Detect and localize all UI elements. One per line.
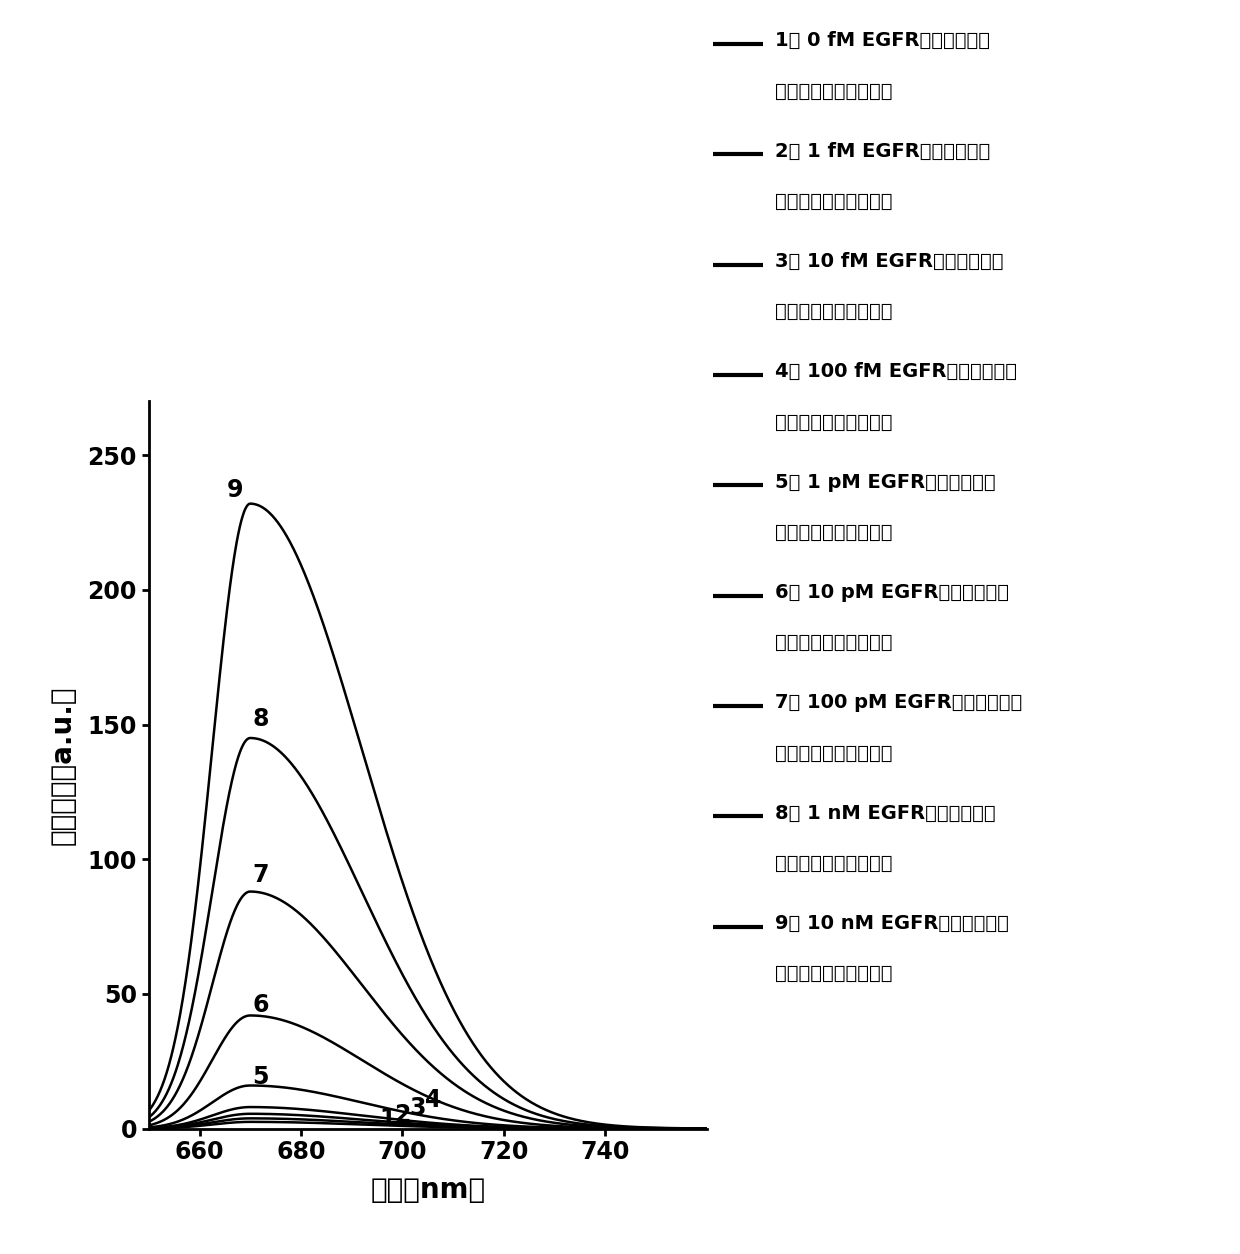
Text: 滚环扩增产物荧光检测: 滚环扩增产物荧光检测 (775, 744, 893, 762)
Text: 滚环扩增产物荧光检测: 滚环扩增产物荧光检测 (775, 523, 893, 542)
Text: 7: 7 (252, 864, 269, 888)
Text: 滚环扩增产物荧光检测: 滚环扩增产物荧光检测 (775, 82, 893, 100)
Text: 3: 3 (409, 1096, 425, 1120)
Text: 6： 10 pM EGFR缺失突变基因: 6： 10 pM EGFR缺失突变基因 (775, 583, 1009, 602)
Text: 5: 5 (252, 1066, 269, 1090)
Text: 7： 100 pM EGFR缺失突变基因: 7： 100 pM EGFR缺失突变基因 (775, 693, 1022, 712)
X-axis label: 波长（nm）: 波长（nm） (371, 1175, 485, 1204)
Text: 2： 1 fM EGFR缺失突变基因: 2： 1 fM EGFR缺失突变基因 (775, 142, 991, 161)
Text: 1: 1 (379, 1107, 396, 1131)
Text: 6: 6 (252, 993, 269, 1017)
Text: 滚环扩增产物荧光检测: 滚环扩增产物荧光检测 (775, 633, 893, 652)
Text: 滚环扩增产物荧光检测: 滚环扩增产物荧光检测 (775, 854, 893, 873)
Text: 9: 9 (227, 478, 243, 502)
Text: 滚环扩增产物荧光检测: 滚环扩增产物荧光检测 (775, 413, 893, 431)
Text: 3： 10 fM EGFR缺失突变基因: 3： 10 fM EGFR缺失突变基因 (775, 252, 1003, 271)
Text: 8： 1 nM EGFR缺失突变基因: 8： 1 nM EGFR缺失突变基因 (775, 804, 996, 823)
Text: 滚环扩增产物荧光检测: 滚环扩增产物荧光检测 (775, 302, 893, 321)
Text: 4: 4 (424, 1088, 441, 1112)
Text: 滚环扩增产物荧光检测: 滚环扩增产物荧光检测 (775, 964, 893, 983)
Text: 8: 8 (252, 707, 269, 731)
Text: 滚环扩增产物荧光检测: 滚环扩增产物荧光检测 (775, 192, 893, 211)
Text: 2: 2 (394, 1102, 410, 1126)
Text: 4： 100 fM EGFR缺失突变基因: 4： 100 fM EGFR缺失突变基因 (775, 362, 1017, 381)
Text: 5： 1 pM EGFR缺失突变基因: 5： 1 pM EGFR缺失突变基因 (775, 473, 996, 492)
Text: 9： 10 nM EGFR缺失突变基因: 9： 10 nM EGFR缺失突变基因 (775, 914, 1009, 933)
Text: 1： 0 fM EGFR缺失突变基因: 1： 0 fM EGFR缺失突变基因 (775, 31, 990, 50)
Y-axis label: 荧光强度（a.u.）: 荧光强度（a.u.） (48, 685, 77, 845)
